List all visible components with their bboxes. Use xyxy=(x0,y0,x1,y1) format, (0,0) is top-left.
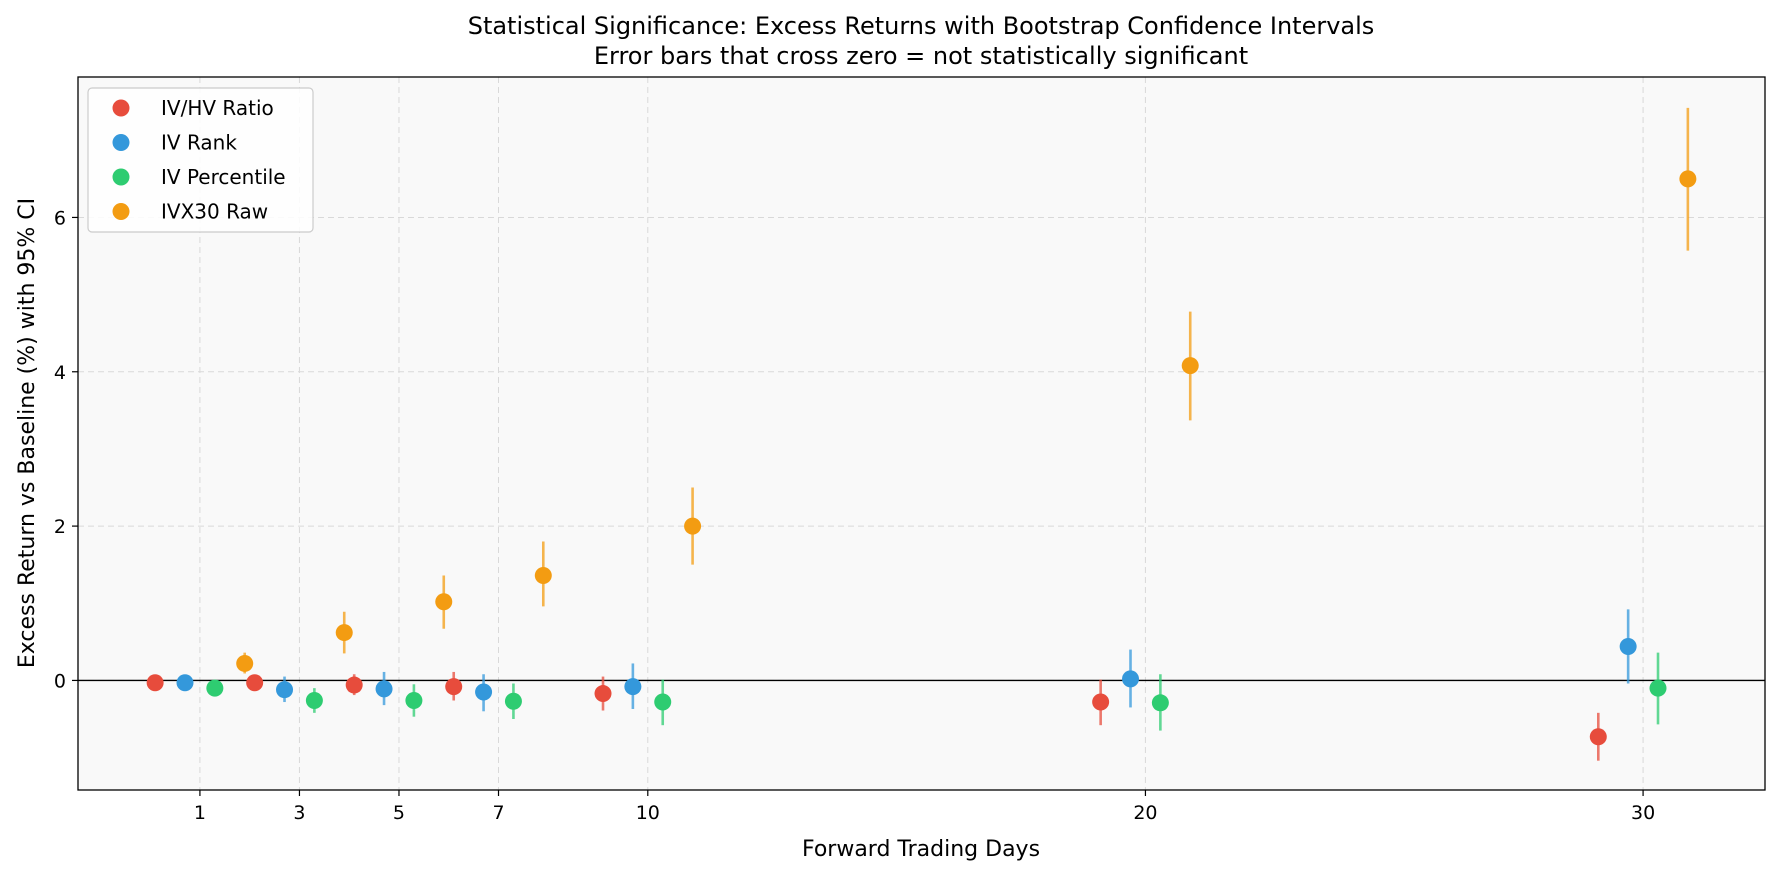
ivx30-raw-point xyxy=(534,566,552,584)
legend: IV/HV Ratio IV Rank IV Percentile IVX30 Raw xyxy=(87,87,314,233)
legend-label-iv-rank: IV Rank xyxy=(161,131,237,155)
y-tick-label: 4 xyxy=(54,362,66,384)
iv-percentile-point xyxy=(1649,679,1667,697)
y-tick-label: 0 xyxy=(54,670,66,692)
x-tick-label: 7 xyxy=(492,802,504,824)
legend-label-iv-percentile: IV Percentile xyxy=(161,165,286,189)
iv-percentile-point xyxy=(504,692,522,710)
ivx30-raw-point xyxy=(1679,170,1697,188)
ivx30-raw-point xyxy=(1181,357,1199,375)
chart-subtitle: Error bars that cross zero = not statist… xyxy=(594,42,1248,70)
legend-marker-ivx30-raw xyxy=(112,203,130,220)
iv-hv-ratio-point xyxy=(345,676,363,694)
iv-hv-ratio-point xyxy=(594,685,612,703)
ivx30-raw-point xyxy=(435,593,453,611)
iv-rank-point xyxy=(1619,637,1637,655)
iv-rank-point xyxy=(176,674,194,692)
iv-hv-ratio-point xyxy=(1589,728,1607,746)
iv-rank-point xyxy=(624,678,642,696)
iv-hv-ratio-point xyxy=(146,674,164,692)
iv-percentile-point xyxy=(305,691,323,709)
ivx30-raw-point xyxy=(684,517,702,535)
iv-rank-point xyxy=(1122,670,1140,688)
iv-percentile-point xyxy=(1151,694,1169,712)
x-tick-label: 3 xyxy=(293,802,305,824)
data-marks xyxy=(146,107,1697,761)
iv-hv-ratio-point xyxy=(445,678,463,696)
ivx30-raw-point xyxy=(236,654,254,672)
legend-box xyxy=(87,87,314,233)
x-tick-label: 5 xyxy=(393,802,405,824)
legend-label-ivx30-raw: IVX30 Raw xyxy=(161,200,268,224)
iv-rank-point xyxy=(276,681,294,699)
legend-label-iv-hv-ratio: IV/HV Ratio xyxy=(161,96,274,120)
iv-percentile-point xyxy=(405,691,423,709)
plot-area xyxy=(78,77,1765,790)
iv-rank-point xyxy=(475,683,493,701)
legend-marker-iv-percentile xyxy=(112,168,130,186)
chart-title: Statistical Significance: Excess Returns… xyxy=(468,12,1375,40)
x-tick-label: 20 xyxy=(1133,802,1157,824)
x-tick-label: 10 xyxy=(636,802,660,824)
plot-frame xyxy=(77,76,1766,791)
ivx30-raw-point xyxy=(335,624,353,642)
legend-marker-iv-rank xyxy=(112,134,130,151)
iv-percentile-point xyxy=(206,679,224,697)
axis-ticks: 1 3 5 7 10 20 30 0 2 4 6 xyxy=(54,207,1655,824)
x-tick-label: 30 xyxy=(1631,802,1655,824)
iv-hv-ratio-point xyxy=(246,674,264,692)
iv-percentile-point xyxy=(654,693,672,711)
iv-rank-point xyxy=(375,680,393,698)
x-tick-label: 1 xyxy=(194,802,206,824)
y-axis-label: Excess Return vs Baseline (%) with 95% C… xyxy=(15,198,40,668)
x-axis-label: Forward Trading Days xyxy=(802,837,1040,862)
iv-hv-ratio-point xyxy=(1092,693,1110,711)
legend-marker-iv-hv-ratio xyxy=(112,99,130,117)
y-tick-label: 6 xyxy=(54,207,66,229)
y-tick-label: 2 xyxy=(54,516,66,538)
